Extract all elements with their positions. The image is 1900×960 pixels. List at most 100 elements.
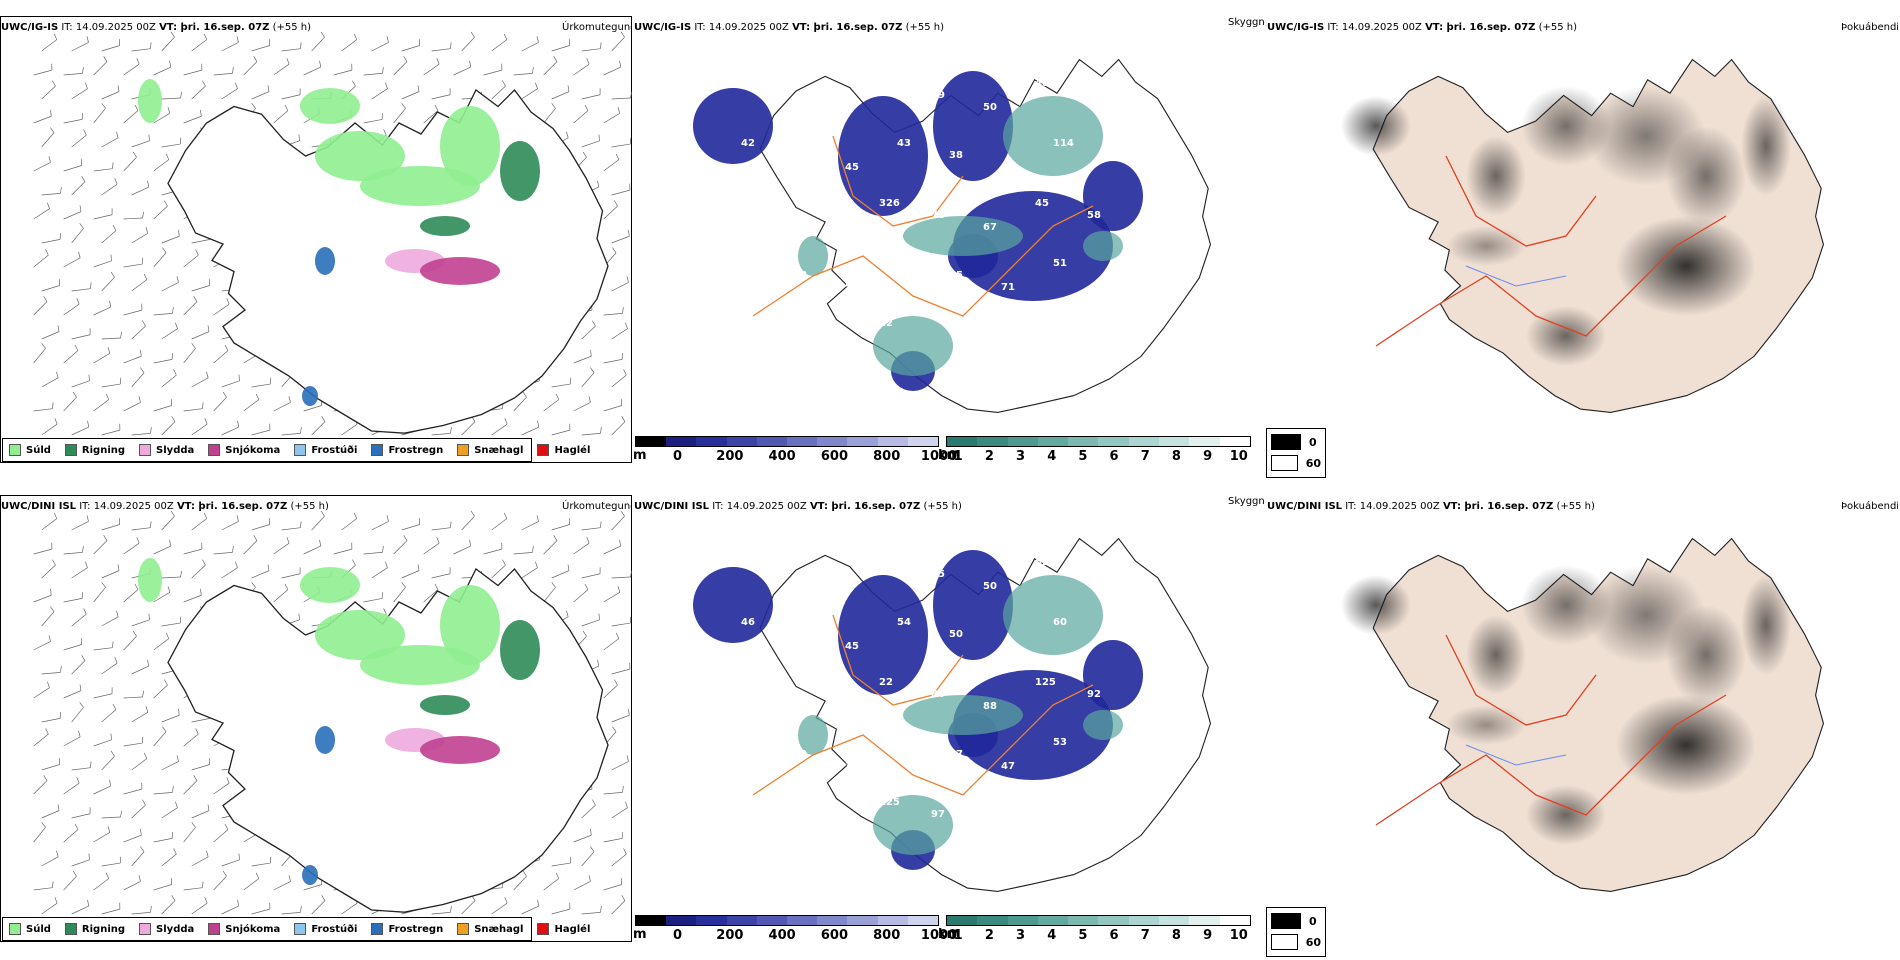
cloud-height-label: 67 <box>983 222 997 233</box>
colorbar-tick: 400 <box>768 449 796 464</box>
legend-swatch <box>208 923 221 935</box>
legend-item: Haglél <box>537 923 590 935</box>
colorbar-tick: 8 <box>1171 449 1181 464</box>
cloud-height-label: 68 <box>1001 641 1015 652</box>
cloud-height-label: 12 <box>879 318 893 329</box>
cloud-height-label: 78 <box>931 210 945 221</box>
panel-header: UWC/IG-IS IT: 14.09.2025 00Z VT: þri. 16… <box>634 22 945 33</box>
fog-panel-top: UWC/IG-IS IT: 14.09.2025 00Z VT: þri. 16… <box>1266 16 1898 481</box>
cloud-height-label: 56 <box>723 797 737 808</box>
legend-swatch <box>208 444 221 456</box>
cloud-height-label: 51 <box>845 282 859 293</box>
legend-label: Rigning <box>81 444 126 456</box>
cloud-height-label: 45 <box>879 557 893 568</box>
colorbar-tick: 3 <box>1016 928 1026 943</box>
colorbar-tick: 10 <box>1229 928 1248 943</box>
cloud-height-label: 61 <box>1105 749 1119 760</box>
cloud-height-label: 53 <box>1053 737 1067 748</box>
legend-swatch <box>139 444 152 456</box>
legend-swatch <box>64 444 77 456</box>
cloud-height-label: 54 <box>879 78 893 89</box>
cloud-height-label: 37 <box>827 342 841 353</box>
panel-title: Skyggni <box>1228 496 1265 507</box>
cloud-panel-bottom: UWC/DINI ISL IT: 14.09.2025 00Z VT: þri.… <box>633 495 1265 960</box>
cloud-height-label: 78 <box>827 701 841 712</box>
cloud-height-label: 326 <box>879 198 900 209</box>
cloud-height-label: 52 <box>827 102 841 113</box>
cloud-height-label: 46 <box>741 617 755 628</box>
legend-label: Haglél <box>554 923 591 935</box>
legend-label: Frostúði <box>311 444 358 456</box>
legend-swatch <box>537 923 550 935</box>
cloud-panel-top: UWC/IG-IS IT: 14.09.2025 00Z VT: þri. 16… <box>633 16 1265 481</box>
panel-title: Þokuábendi <box>1841 22 1898 33</box>
cloud-height-label: 45 <box>827 581 841 592</box>
legend-swatch <box>294 444 307 456</box>
legend-item: Snjókoma <box>208 923 280 935</box>
legend-swatch <box>294 923 307 935</box>
panel-header: UWC/DINI ISL IT: 14.09.2025 00Z VT: þri.… <box>1267 501 1595 512</box>
cloud-height-label: 86 <box>931 689 945 700</box>
legend-swatch <box>371 923 384 935</box>
iceland-precip-map <box>33 510 632 915</box>
cloud-height-label: 69 <box>1087 569 1101 580</box>
cloud-height-label: 41 <box>1087 90 1101 101</box>
colorbar-tick: 200 <box>716 449 744 464</box>
precip-panel-bottom: UWC/DINI ISL IT: 14.09.2025 00Z VT: þri.… <box>0 495 632 960</box>
cloud-height-label: 61 <box>897 258 911 269</box>
legend-item: Frostregn <box>371 923 443 935</box>
cloud-height-label: 54 <box>897 617 911 628</box>
colorbar-tick: 6 <box>1109 449 1119 464</box>
colorbar-tick: 0 <box>673 449 683 464</box>
legend-item: Haglél <box>537 444 590 456</box>
cloud-height-label: 75 <box>931 569 945 580</box>
legend-label: Frostregn <box>388 444 444 456</box>
cloud-height-label: 91 <box>1001 162 1015 173</box>
legend-item: Frostúði <box>294 444 357 456</box>
precip-type-legend: Súld Rigning Slydda Snjókoma Frostúði Frostre… <box>2 917 590 941</box>
colorbar-tick: 4 <box>1047 928 1057 943</box>
cloud-height-label: 84 <box>723 677 737 688</box>
legend-swatch <box>371 444 384 456</box>
colorbar-tick: 400 <box>768 928 796 943</box>
cloud-height-label: 50 <box>983 581 997 592</box>
legend-item: Súld <box>9 444 51 456</box>
cloud-height-label: 58 <box>1087 210 1101 221</box>
cloud-height-label: 325 <box>845 761 866 772</box>
visibility-colorbar: 1 2 3 4 5 6 7 8 9 10 km <box>938 436 1251 470</box>
cloud-height-label: 73 <box>775 330 789 341</box>
legend-label: Frostregn <box>388 923 444 935</box>
cloud-height-label: 46 <box>793 629 807 640</box>
legend-swatch <box>139 923 152 935</box>
cloud-height-label: 58 <box>793 270 807 281</box>
legend-label: Snjókoma <box>225 444 281 456</box>
colorbar-tick: 7 <box>1140 928 1150 943</box>
legend-item: Rigning <box>64 923 125 935</box>
visibility-colorbar: 1 2 3 4 5 6 7 8 9 10 km <box>938 915 1251 949</box>
legend-swatch <box>64 923 77 935</box>
legend-item: Snæhagl <box>457 923 523 935</box>
cloud-height-label: 92 <box>1087 689 1101 700</box>
cloud-height-label: 68 <box>723 557 737 568</box>
cloud-height-label: 45 <box>845 162 859 173</box>
colorbar-tick: 6 <box>1109 928 1119 943</box>
colorbar-tick: 800 <box>873 928 901 943</box>
colorbar-tick: 600 <box>820 449 848 464</box>
legend-swatch <box>537 444 550 456</box>
colorbar-tick: 4 <box>1047 449 1057 464</box>
panel-title: Úrkomutegund <box>562 22 632 33</box>
legend-item: Slydda <box>139 923 194 935</box>
cloud-height-label: 103 <box>1105 629 1126 640</box>
legend-label: Súld <box>26 444 51 456</box>
cloud-height-label: 62 <box>1035 557 1049 568</box>
cloud-height-label: 45 <box>741 258 755 269</box>
cloud-height-label: 382 <box>827 222 848 233</box>
cloud-height-label: 125 <box>1035 677 1056 688</box>
legend-item: Frostúði <box>294 923 357 935</box>
cloud-height-label: 41 <box>1035 797 1049 808</box>
fog-panel-bottom: UWC/DINI ISL IT: 14.09.2025 00Z VT: þri.… <box>1266 495 1898 960</box>
colorbar-tick: 2 <box>984 928 994 943</box>
cloud-height-label: 48 <box>723 78 737 89</box>
cloud-height-label: 125 <box>879 797 900 808</box>
legend-swatch <box>9 444 21 456</box>
